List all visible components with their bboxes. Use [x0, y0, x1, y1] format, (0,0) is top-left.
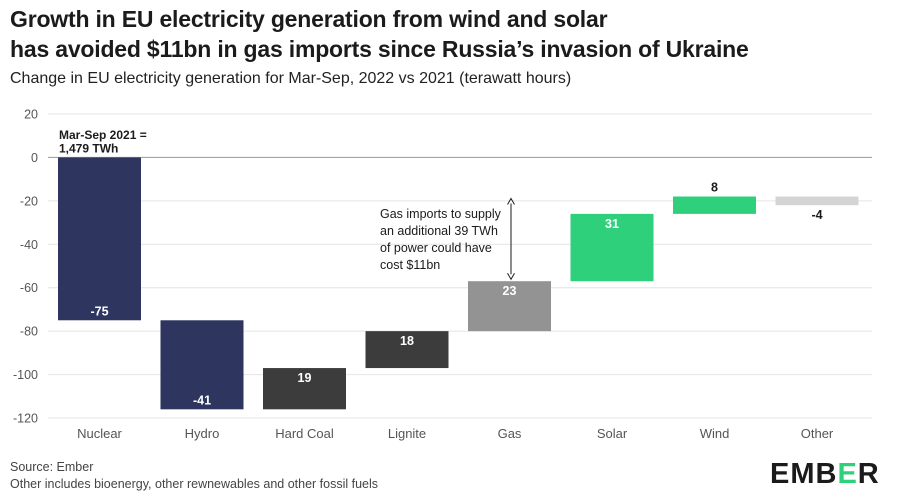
logo-text-start: EMB — [770, 458, 838, 490]
x-tick-label: Lignite — [388, 426, 426, 441]
data-label: -41 — [193, 393, 211, 407]
other-note: Other includes bioenergy, other rewnewab… — [10, 477, 379, 491]
data-label: 31 — [605, 217, 619, 231]
source-note: Source: Ember — [10, 460, 94, 474]
annotation-text: Gas imports to supply — [380, 207, 502, 221]
x-tick-label: Hard Coal — [275, 426, 334, 441]
data-label: 23 — [503, 284, 517, 298]
y-tick-label: -120 — [13, 412, 38, 426]
bar-nuclear — [58, 157, 141, 321]
annotation-text: of power could have — [380, 241, 492, 255]
baseline-label: 1,479 TWh — [59, 142, 118, 156]
x-tick-label: Hydro — [185, 426, 220, 441]
bar-solar — [570, 213, 654, 282]
x-tick-label: Nuclear — [77, 426, 122, 441]
data-label: 19 — [298, 371, 312, 385]
bar-hard-coal — [263, 368, 346, 410]
logo-accent-letter: E — [837, 458, 858, 490]
y-tick-label: -20 — [20, 194, 38, 208]
chart-title-line-2: has avoided $11bn in gas imports since R… — [10, 36, 749, 62]
x-tick-label: Other — [801, 426, 834, 441]
data-label: 8 — [711, 181, 718, 195]
bar-hydro — [160, 320, 244, 410]
chart-title: Growth in EU electricity generation from… — [10, 4, 749, 64]
chart-title-line-1: Growth in EU electricity generation from… — [10, 6, 608, 32]
y-tick-label: -60 — [20, 281, 38, 295]
annotation-arrow-head-bottom — [507, 272, 515, 281]
bar-wind — [673, 196, 756, 214]
y-tick-label: -80 — [20, 325, 38, 339]
bar-gas — [468, 281, 551, 332]
logo-text-end: R — [857, 458, 880, 490]
y-tick-label: 20 — [24, 108, 38, 122]
chart-footer: Source: Ember Other includes bioenergy, … — [10, 459, 378, 493]
y-tick-label: 0 — [31, 151, 38, 165]
data-label: -75 — [90, 304, 108, 318]
data-label: -4 — [811, 208, 822, 222]
bar-other — [775, 196, 859, 206]
y-tick-label: -40 — [20, 238, 38, 252]
annotation-arrow-head-top — [507, 197, 515, 205]
x-tick-label: Gas — [498, 426, 522, 441]
x-tick-label: Solar — [597, 426, 628, 441]
y-tick-label: -100 — [13, 368, 38, 382]
ember-logo: EMBER — [770, 458, 880, 491]
x-tick-label: Wind — [700, 426, 730, 441]
data-label: 18 — [400, 334, 414, 348]
chart-subtitle: Change in EU electricity generation for … — [10, 70, 572, 87]
annotation-text: an additional 39 TWh — [380, 224, 498, 238]
bar-lignite — [365, 331, 449, 369]
annotation-text: cost $11bn — [380, 258, 440, 272]
baseline-label: Mar-Sep 2021 = — [59, 128, 147, 142]
